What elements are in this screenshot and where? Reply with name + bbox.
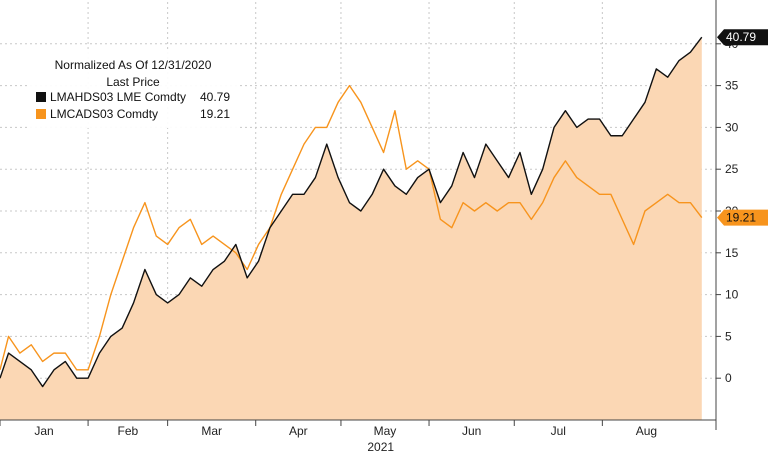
aluminium-area-fill xyxy=(0,37,702,421)
legend-label: LMCADS03 Comdty xyxy=(50,107,158,121)
aluminium-callout-label: 40.79 xyxy=(726,30,756,44)
copper-callout xyxy=(717,209,768,226)
x-tick-label: Feb xyxy=(118,424,139,438)
x-tick-label: Jul xyxy=(551,424,566,438)
aluminium-line xyxy=(0,36,703,388)
y-tick-label: 30 xyxy=(725,120,739,134)
last-price-callouts: 40.79 19.21 xyxy=(717,29,768,226)
copper-callout-label: 19.21 xyxy=(726,211,756,225)
legend-swatch xyxy=(36,92,46,102)
legend-swatch xyxy=(36,109,46,119)
x-tick-label: Aug xyxy=(636,424,657,438)
legend-label: LMAHDS03 LME Comdty xyxy=(50,90,186,104)
aluminium-callout xyxy=(717,29,768,46)
legend: Normalized As Of 12/31/2020 Last PriceLMA… xyxy=(28,52,238,128)
x-tick-label: Jan xyxy=(34,424,53,438)
y-tick-label: 35 xyxy=(725,79,739,93)
x-tick-label: Apr xyxy=(289,424,308,438)
x-tick-label: Mar xyxy=(201,424,222,438)
x-tick-label: Jun xyxy=(462,424,481,438)
legend-box xyxy=(28,52,238,128)
y-tick-label: 0 xyxy=(725,371,732,385)
x-axis-label: 2021 xyxy=(367,440,394,454)
legend-header: Normalized As Of 12/31/2020 xyxy=(55,58,212,72)
legend-subheader: Last Price xyxy=(106,75,160,89)
y-tick-label: 15 xyxy=(725,246,739,260)
y-tick-label: 25 xyxy=(725,162,739,176)
axes: 0510152025303540JanFebMarAprMayJunJulAug… xyxy=(0,0,739,454)
copper-line xyxy=(0,84,703,371)
aluminium-area xyxy=(0,37,702,421)
y-tick-label: 10 xyxy=(725,288,739,302)
y-tick-label: 5 xyxy=(725,329,732,343)
legend-value: 40.79 xyxy=(200,90,230,104)
legend-value: 19.21 xyxy=(200,107,230,121)
series-lines xyxy=(0,36,703,388)
x-tick-label: May xyxy=(374,424,397,438)
